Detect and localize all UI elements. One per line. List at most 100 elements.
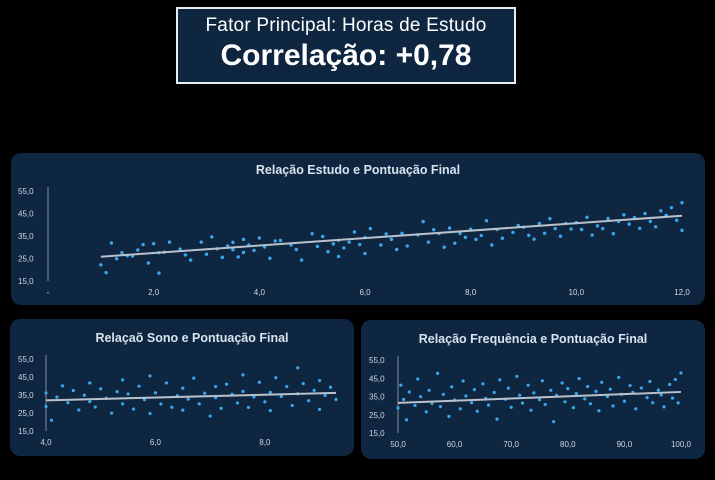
data-point xyxy=(469,401,474,405)
data-point xyxy=(241,250,246,255)
chart-frequency-vs-score: Relação Frequência e Pontuação Final 15,0… xyxy=(369,332,692,449)
data-point xyxy=(231,248,235,252)
data-point xyxy=(569,227,573,231)
data-point xyxy=(235,401,240,405)
data-point xyxy=(474,237,478,242)
data-point xyxy=(458,407,462,411)
data-point xyxy=(542,231,547,235)
data-point xyxy=(170,405,174,409)
data-point xyxy=(121,378,125,382)
y-tick-label: 55,0 xyxy=(18,187,34,196)
data-point xyxy=(66,401,70,405)
data-point xyxy=(611,232,616,236)
trendline xyxy=(100,214,683,258)
data-point xyxy=(509,405,513,409)
y-tick-label: 35,0 xyxy=(18,232,34,241)
data-point xyxy=(486,403,491,407)
y-tick-label: 15,0 xyxy=(18,427,34,436)
data-point xyxy=(453,241,457,245)
data-point xyxy=(159,402,163,406)
chart-title: Relação Estudo e Pontuação Final xyxy=(256,163,460,177)
data-point xyxy=(606,216,610,221)
data-point xyxy=(558,234,563,238)
data-point xyxy=(294,247,299,252)
data-point xyxy=(323,393,327,397)
data-point xyxy=(537,398,542,402)
data-point xyxy=(500,236,505,240)
y-tick-label: 55,0 xyxy=(369,356,385,365)
y-tick-label: 15,0 xyxy=(18,277,34,286)
y-tick-label: 35,0 xyxy=(369,393,385,402)
data-point xyxy=(257,380,261,384)
data-point xyxy=(151,241,156,246)
data-point xyxy=(126,392,130,396)
data-point xyxy=(273,239,277,243)
data-point xyxy=(638,226,642,231)
chart-title: Relação Frequência e Pontuação Final xyxy=(419,332,648,346)
data-point xyxy=(405,244,409,248)
data-point xyxy=(88,400,92,404)
data-point xyxy=(426,240,431,244)
data-point xyxy=(669,205,674,210)
data-point xyxy=(312,388,316,392)
data-point xyxy=(252,248,256,253)
data-point xyxy=(529,408,533,412)
data-point xyxy=(236,255,240,259)
data-point xyxy=(673,377,677,382)
data-point xyxy=(241,237,246,242)
data-point xyxy=(317,407,322,411)
data-point xyxy=(537,221,542,226)
data-point xyxy=(384,232,388,236)
data-point xyxy=(203,391,207,395)
x-tick-label: - xyxy=(47,288,50,297)
data-point xyxy=(668,382,672,387)
data-point xyxy=(44,391,48,395)
data-point xyxy=(407,390,411,394)
data-point xyxy=(186,397,190,401)
data-point xyxy=(484,219,489,223)
data-point xyxy=(600,380,604,384)
data-point xyxy=(458,231,462,236)
data-point xyxy=(285,384,289,389)
data-point xyxy=(131,407,136,411)
data-point xyxy=(648,219,652,224)
data-point xyxy=(548,216,552,221)
x-tick-label: 70,0 xyxy=(503,440,519,449)
x-tick-label: 8,0 xyxy=(259,438,271,447)
data-point xyxy=(586,384,590,389)
data-point xyxy=(396,406,400,410)
data-point xyxy=(188,258,193,262)
x-tick-label: 4,0 xyxy=(254,288,266,297)
data-point xyxy=(358,242,362,247)
data-point xyxy=(146,261,151,265)
data-point xyxy=(257,236,262,240)
data-point xyxy=(342,246,346,250)
data-point xyxy=(511,230,515,235)
data-point xyxy=(601,226,605,231)
data-point xyxy=(246,405,251,410)
data-point xyxy=(110,411,114,415)
data-point xyxy=(231,240,235,244)
y-tick-label: 25,0 xyxy=(369,411,385,420)
data-point xyxy=(622,399,626,403)
data-point xyxy=(479,233,483,238)
data-point xyxy=(597,409,601,413)
x-tick-label: 6,0 xyxy=(150,438,162,447)
data-point xyxy=(104,270,108,275)
data-point xyxy=(676,401,680,405)
x-tick-label: 80,0 xyxy=(560,440,576,449)
data-point xyxy=(442,245,446,249)
data-point xyxy=(518,393,522,397)
data-point xyxy=(645,395,649,400)
data-point xyxy=(181,408,185,412)
kpi-subtitle: Fator Principal: Horas de Estudo xyxy=(205,15,487,36)
data-point xyxy=(402,397,406,402)
data-point xyxy=(675,218,679,222)
data-point xyxy=(290,403,294,408)
data-point xyxy=(192,376,196,380)
data-point xyxy=(208,414,212,418)
kpi-headline: Correlação: +0,78 xyxy=(220,39,472,72)
data-point xyxy=(153,391,158,395)
data-point xyxy=(427,388,431,392)
data-point xyxy=(656,388,660,392)
